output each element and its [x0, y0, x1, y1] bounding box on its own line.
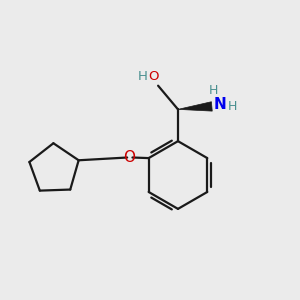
- Text: O: O: [148, 70, 159, 83]
- Text: H: H: [228, 100, 237, 113]
- Text: O: O: [124, 150, 136, 165]
- Text: H: H: [208, 84, 218, 97]
- Polygon shape: [178, 102, 212, 111]
- Text: N: N: [213, 98, 226, 112]
- Text: H: H: [138, 70, 148, 83]
